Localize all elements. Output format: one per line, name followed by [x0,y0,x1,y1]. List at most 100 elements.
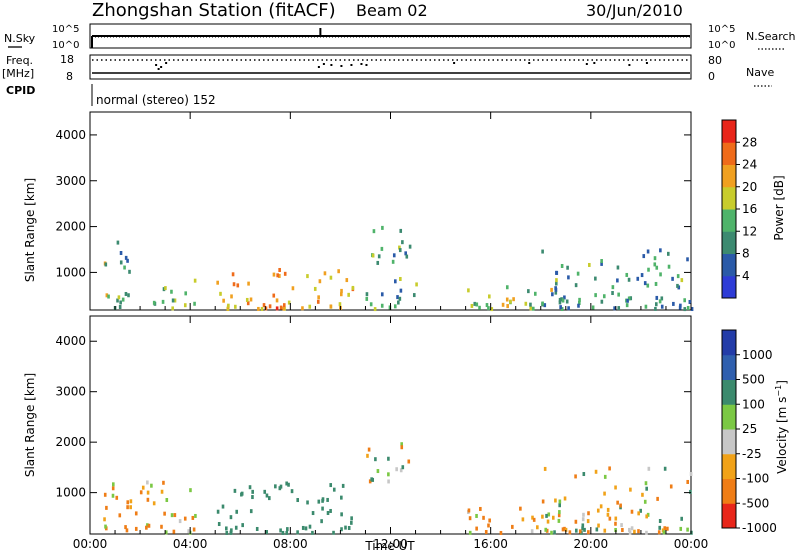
power-cell [119,260,123,265]
velocity-cell [546,519,550,524]
power-colorbar: 4 8 12 16 20 24 28 [721,119,757,299]
power-cell [658,299,662,304]
power-cell [654,302,658,307]
power-cell [171,306,174,311]
velocity-cell [479,506,482,511]
velocity-cell [118,513,122,518]
power-axis: 1000 2000 3000 4000 [55,128,691,279]
power-cell [653,256,657,261]
velocity-cell [301,525,305,530]
velocity-cell [606,512,610,517]
velocity-cell [599,504,603,509]
colorbar-tick-label: 100 [742,397,765,411]
power-cell [184,291,188,296]
velocity-cell [614,521,617,526]
velocity-cell [147,523,151,528]
power-cell [275,298,279,303]
power-cell [123,265,126,270]
velocity-cell [371,477,375,482]
velocity-cell [511,524,514,529]
velocity-cell [658,525,662,530]
power-cell [551,292,554,297]
velocity-cell [374,457,377,462]
power-cell [369,302,373,307]
velocity-cell [279,484,283,489]
power-cell [541,249,544,254]
power-cell [654,306,657,311]
velocity-cell [400,445,404,450]
power-cell [262,303,266,308]
velocity-cell [643,499,647,504]
velocity-cell [235,509,239,514]
power-cell [541,301,544,306]
colorbar-segment [722,209,736,232]
power-colorbar-label: Power [dB] [772,175,786,240]
colorbar-tick-label: -100 [742,472,769,486]
velocity-cell [603,474,607,479]
y-tick-label: 4000 [55,128,86,142]
power-cell [591,305,595,310]
power-cell [173,298,177,303]
power-cell [373,307,377,312]
power-cell [683,307,687,312]
power-cell [655,265,659,270]
velocity-cell [321,497,325,502]
x-tick-label: 12:00 [373,537,408,551]
velocity-cell [689,489,692,494]
velocity-cell [304,526,308,531]
power-cell [600,261,603,266]
power-cell [626,298,629,303]
velocity-cell [603,491,606,496]
power-cell [116,298,119,303]
power-cell [636,276,640,281]
y-tick-label: 3000 [55,385,86,399]
power-cell [232,282,236,287]
velocity-cell [558,510,561,515]
power-cell [594,276,597,281]
velocity-cell [326,511,330,516]
velocity-cell [663,526,667,531]
power-cell [126,258,129,263]
cpid-text: normal (stereo) 152 [96,93,216,107]
velocity-cell [125,528,129,533]
power-cell [653,262,657,267]
velocity-cell [170,513,174,518]
velocity-cell [557,513,561,518]
power-cell [617,306,621,311]
power-cell [505,285,509,290]
velocity-cell [637,511,640,516]
velocity-cell [658,518,662,523]
velocity-cell [217,522,221,527]
colorbar-segment [722,404,736,430]
power-cell [659,248,662,253]
power-cell [317,295,320,300]
velocity-data [103,442,693,535]
velocity-cell [645,514,648,519]
colorbar-segment [722,275,736,299]
velocity-cell [620,523,623,528]
noise-panel-frame [89,23,692,49]
velocity-cell [550,530,553,535]
power-cell [640,273,644,278]
nsearch-tick-low: 10^0 [708,40,735,51]
power-cell [654,281,658,286]
power-cell [565,299,569,304]
freq-dip-point [365,64,368,66]
power-cell [282,303,286,308]
power-cell [683,298,686,303]
colorbar-segment [722,503,736,529]
velocity-cell [191,515,195,520]
colorbar-segment [722,120,736,143]
velocity-cell [221,504,225,509]
nsky-label: N.Sky [4,32,36,45]
velocity-cell [286,527,289,532]
velocity-cell [126,505,129,510]
velocity-cell [679,526,683,531]
colorbar-tick-label: 25 [742,422,757,436]
velocity-cell [597,523,600,528]
power-cell [554,281,558,286]
velocity-cell [340,495,343,500]
power-cell [616,265,620,270]
colorbar-segment [722,478,736,504]
velocity-cell [646,512,650,517]
